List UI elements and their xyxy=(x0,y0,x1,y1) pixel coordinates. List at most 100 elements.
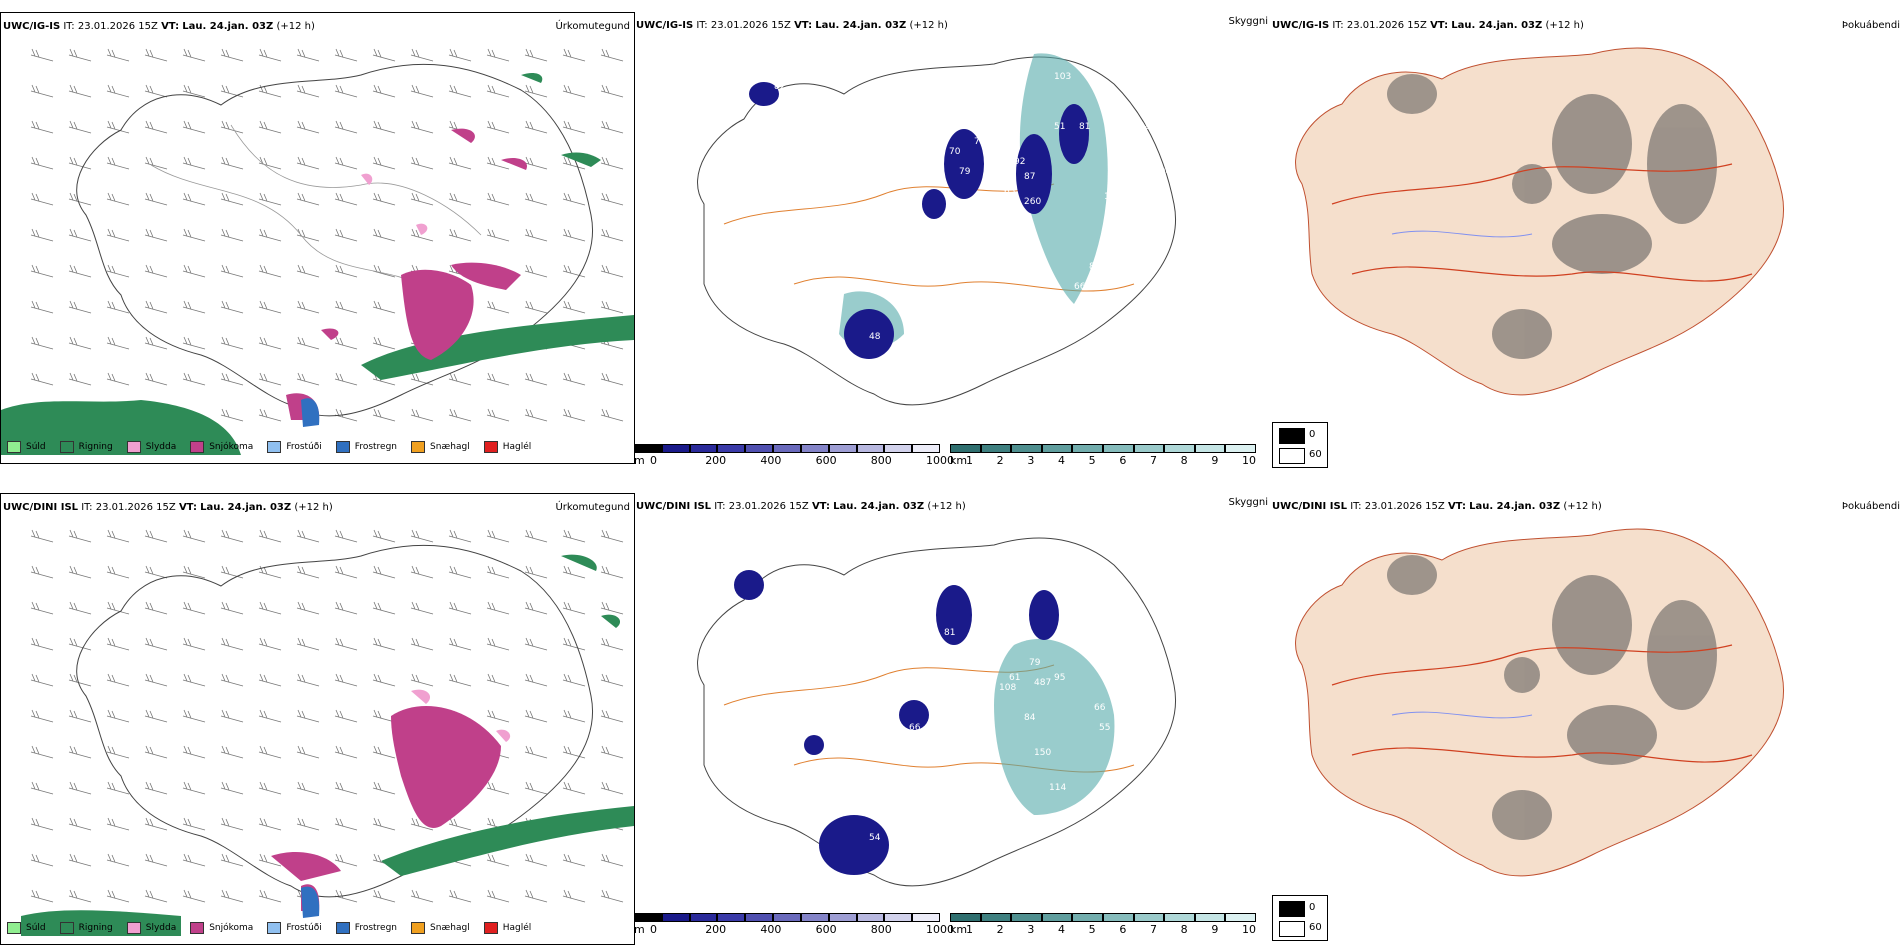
precip-panel-1: UWC/IG-IS IT: 23.01.2026 15Z VT: Lau. 24… xyxy=(0,12,635,464)
wind-barb xyxy=(258,889,282,903)
legend-swatch xyxy=(335,922,350,934)
wind-barb xyxy=(372,817,396,831)
wind-barb xyxy=(410,156,434,170)
colorbar-segment xyxy=(1072,444,1103,453)
wind-barb xyxy=(258,336,282,350)
cloudbase-value-label: 48 xyxy=(869,332,881,342)
cloudbase-value-label: 103 xyxy=(1054,72,1071,82)
colorbar-segment xyxy=(856,913,885,922)
wind-barb xyxy=(372,565,396,579)
cloud-var-title-1: Skyggni xyxy=(1228,16,1268,27)
wind-barb xyxy=(562,565,586,579)
wind-barb xyxy=(68,300,92,314)
wind-barb xyxy=(258,817,282,831)
fog-key-label: 60 xyxy=(1309,922,1322,933)
wind-barb xyxy=(220,300,244,314)
wind-barb xyxy=(68,48,92,62)
colorbar-segment xyxy=(1011,913,1042,922)
colorbar-unit: km xyxy=(950,454,968,467)
wind-barb xyxy=(372,745,396,759)
wind-barb xyxy=(106,565,130,579)
wind-barb xyxy=(220,781,244,795)
cloudbase-value-label: 164 xyxy=(1104,192,1121,202)
colorbar-tick: 5 xyxy=(1088,923,1096,936)
wind-barb xyxy=(562,745,586,759)
wind-barb xyxy=(144,781,168,795)
wind-barb xyxy=(30,192,54,206)
wind-barb xyxy=(486,372,510,386)
wind-barb xyxy=(334,853,358,867)
wind-barb xyxy=(68,264,92,278)
wind-barb xyxy=(144,84,168,98)
wind-barb xyxy=(562,228,586,242)
wind-barb xyxy=(106,336,130,350)
colorbar-tick: 2 xyxy=(996,454,1004,467)
cloudbase-value-label: 79 xyxy=(959,167,971,177)
colorbar-segment xyxy=(689,444,718,453)
colorbar-tick: 1 xyxy=(966,923,973,936)
wind-barb xyxy=(220,48,244,62)
wind-barb xyxy=(372,637,396,651)
wind-barb xyxy=(334,264,358,278)
fog-key-label: 0 xyxy=(1309,429,1316,440)
cloudbase-value-label: 118 xyxy=(849,713,866,723)
wind-barb xyxy=(258,120,282,134)
cloudbase-value-label: 92 xyxy=(1014,157,1025,167)
wind-barb xyxy=(524,84,548,98)
fog-key-label: 60 xyxy=(1309,449,1322,460)
legend-item: Rigning xyxy=(59,441,113,453)
cloudbase-value-label: 65 xyxy=(909,312,920,322)
legend-item: Haglél xyxy=(483,441,531,453)
wind-barb xyxy=(334,781,358,795)
wind-barb xyxy=(334,48,358,62)
wind-barb xyxy=(524,48,548,62)
vt-label: VT: xyxy=(794,20,813,31)
wind-barb xyxy=(372,889,396,903)
wind-barb xyxy=(182,264,206,278)
legend-item: Snjókoma xyxy=(190,922,253,934)
wind-barb xyxy=(68,673,92,687)
wind-barb xyxy=(106,889,130,903)
legend-item: Frostregn xyxy=(335,441,397,453)
wind-barb xyxy=(106,637,130,651)
vt-label: VT: xyxy=(1430,20,1449,31)
wind-barb xyxy=(258,264,282,278)
cloudbase-value-label: 66 xyxy=(909,723,921,733)
wind-barb xyxy=(334,228,358,242)
wind-barb xyxy=(68,156,92,170)
wind-barb xyxy=(410,889,434,903)
legend-swatch xyxy=(190,922,205,934)
wind-barb xyxy=(182,745,206,759)
sleet-areas xyxy=(361,173,428,235)
colorbar-segment xyxy=(1164,913,1195,922)
wind-barb xyxy=(182,673,206,687)
wind-barb xyxy=(410,529,434,543)
wind-barb xyxy=(600,300,624,314)
colorbar-tick: 5 xyxy=(1088,454,1096,467)
colorbar-tick: 600 xyxy=(815,454,837,467)
wind-barb xyxy=(220,565,244,579)
fog-key-swatch xyxy=(1279,428,1305,444)
wind-barb xyxy=(144,120,168,134)
wind-barb xyxy=(600,673,624,687)
colorbar-segment xyxy=(980,444,1012,453)
visibility-colorbar-1: km 1 2 3 4 5 6 7 8 9 10 xyxy=(950,444,1256,467)
cloudbase-value-label: 51 xyxy=(1054,122,1065,132)
legend-item: Snæhagl xyxy=(411,441,470,453)
wind-barb xyxy=(106,601,130,615)
lead-time: (+12 h) xyxy=(909,20,948,31)
freezing-rain-area xyxy=(301,398,320,427)
wind-barb xyxy=(562,853,586,867)
wind-barb xyxy=(68,192,92,206)
colorbar-tick: 9 xyxy=(1211,454,1219,467)
rain-areas xyxy=(1,72,634,455)
wind-barb xyxy=(68,601,92,615)
model-name: UWC/IG-IS xyxy=(1272,20,1330,31)
it-label: IT: xyxy=(81,502,93,513)
wind-barb xyxy=(448,601,472,615)
colorbar-segment xyxy=(1225,444,1256,453)
lead-time: (+12 h) xyxy=(276,21,315,32)
wind-barb xyxy=(410,673,434,687)
legend-swatch xyxy=(59,441,74,453)
wind-barb xyxy=(258,745,282,759)
